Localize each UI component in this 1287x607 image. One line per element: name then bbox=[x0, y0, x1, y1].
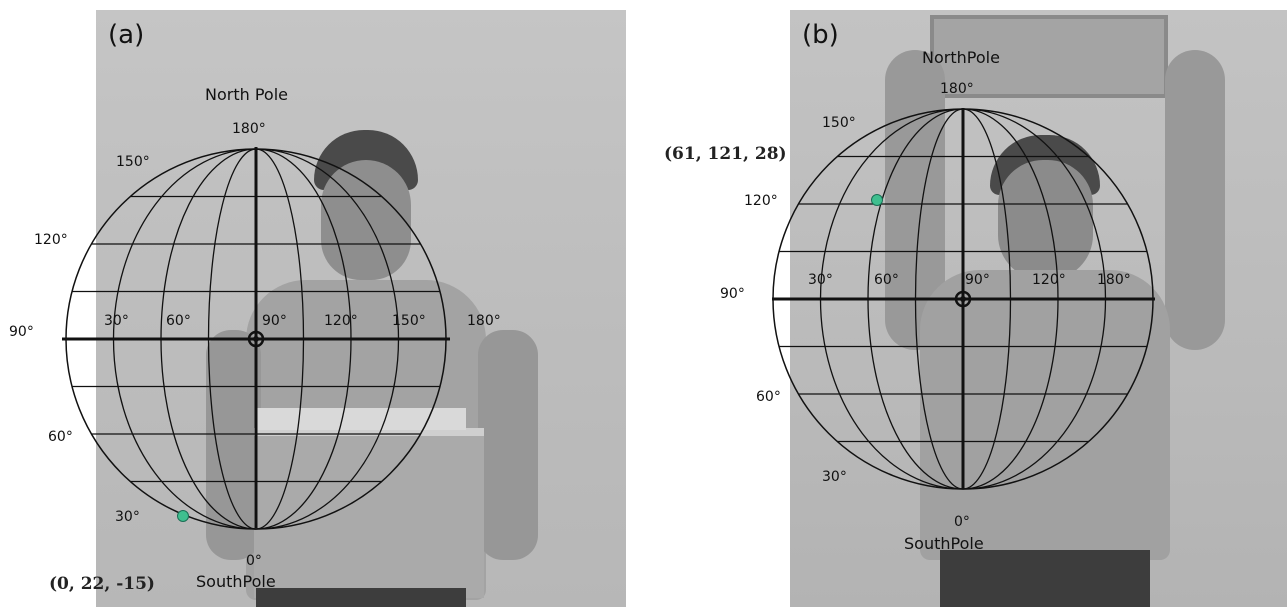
panel-label: (a) bbox=[108, 20, 145, 50]
degree-label-30: 30° bbox=[822, 469, 847, 485]
person-arm-right bbox=[478, 330, 538, 560]
equator-tick-120: 120° bbox=[1032, 272, 1066, 288]
degree-label-180: 180° bbox=[232, 121, 266, 137]
degree-label-0: 0° bbox=[246, 553, 262, 569]
north-pole-label: NorthPole bbox=[922, 48, 1000, 67]
center-dot bbox=[960, 296, 966, 302]
person-pants bbox=[256, 588, 466, 607]
panel-label: (b) bbox=[802, 20, 839, 50]
degree-label-90: 90° bbox=[9, 324, 34, 340]
coordinate-readout: (61, 121, 28) bbox=[664, 144, 787, 164]
equator-tick-150: 150° bbox=[392, 313, 426, 329]
marker-dot bbox=[177, 510, 189, 522]
person-head bbox=[321, 160, 411, 280]
south-pole-label: SouthPole bbox=[904, 534, 984, 553]
center-dot bbox=[253, 336, 259, 342]
coordinate-readout: (0, 22, -15) bbox=[49, 574, 155, 594]
equator-tick-180: 180° bbox=[467, 313, 501, 329]
equator-tick-90: 90° bbox=[262, 313, 287, 329]
south-pole-label: SouthPole bbox=[196, 572, 276, 591]
overhead-board bbox=[930, 15, 1168, 98]
degree-label-0: 0° bbox=[954, 514, 970, 530]
person-head bbox=[998, 160, 1093, 280]
degree-label-60: 60° bbox=[48, 429, 73, 445]
equator-tick-30: 30° bbox=[808, 272, 833, 288]
equator-tick-90: 90° bbox=[965, 272, 990, 288]
marker-dot bbox=[871, 194, 883, 206]
degree-label-150: 150° bbox=[822, 115, 856, 131]
degree-label-150: 150° bbox=[116, 154, 150, 170]
degree-label-60: 60° bbox=[756, 389, 781, 405]
degree-label-120: 120° bbox=[744, 193, 778, 209]
box bbox=[254, 428, 484, 598]
degree-label-180: 180° bbox=[940, 81, 974, 97]
equator-tick-60: 60° bbox=[166, 313, 191, 329]
center-marker bbox=[954, 290, 972, 308]
north-pole-label: North Pole bbox=[205, 85, 288, 104]
equator-tick-60: 60° bbox=[874, 272, 899, 288]
person-arm-right bbox=[1165, 50, 1225, 350]
equator-tick-30: 30° bbox=[104, 313, 129, 329]
equator-tick-180: 180° bbox=[1097, 272, 1131, 288]
box-lid bbox=[256, 408, 466, 430]
person-pants bbox=[940, 550, 1150, 607]
degree-label-30: 30° bbox=[115, 509, 140, 525]
center-marker bbox=[247, 330, 265, 348]
equator-tick-120: 120° bbox=[324, 313, 358, 329]
degree-label-120: 120° bbox=[34, 232, 68, 248]
degree-label-90: 90° bbox=[720, 286, 745, 302]
